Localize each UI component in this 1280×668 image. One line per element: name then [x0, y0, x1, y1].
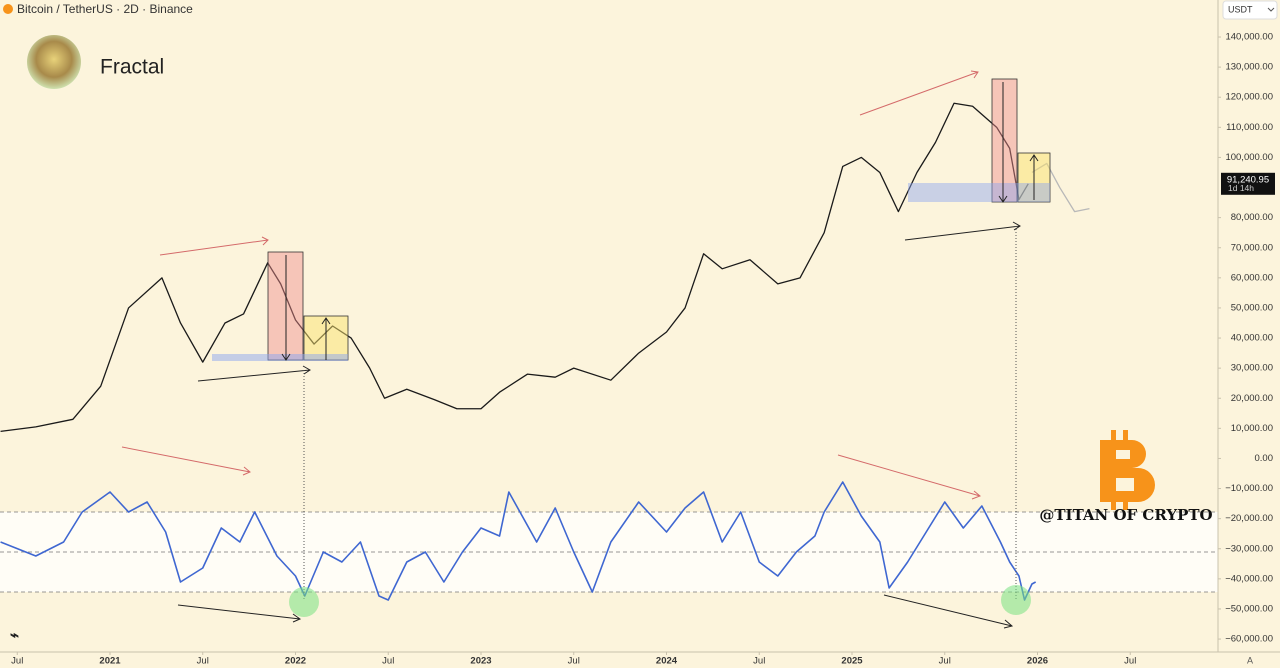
range-box: [908, 183, 1050, 202]
watermark: @TITAN OF CRYPTO: [1039, 506, 1212, 524]
x-tick-label: 2026: [1027, 656, 1048, 667]
y-tick-label: −40,000.00: [1225, 573, 1273, 584]
y-tick-label: 10,000.00: [1231, 423, 1273, 434]
currency-select[interactable]: [1222, 0, 1278, 20]
x-tick-label: 2025: [841, 656, 863, 667]
y-tick-label: 100,000.00: [1225, 152, 1273, 163]
y-tick-label: 140,000.00: [1225, 32, 1273, 43]
price-tag: [1221, 172, 1275, 195]
author-name: Fractal: [100, 56, 164, 79]
annotations: [121, 70, 1051, 629]
x-tick-label: Jul: [568, 656, 580, 667]
x-tick-label: Jul: [939, 656, 951, 667]
bitcoin-logo: [1100, 430, 1155, 510]
price-axis: [1218, 0, 1280, 668]
y-tick-label: 130,000.00: [1225, 62, 1273, 73]
x-tick-label: 2021: [99, 656, 121, 667]
x-tick-label: 2023: [470, 656, 491, 667]
y-tick-label: 120,000.00: [1225, 92, 1273, 103]
x-tick-label: 2022: [285, 656, 306, 667]
highlight-circle: [289, 587, 319, 617]
avatar: [27, 35, 81, 89]
x-tick-label: 2024: [656, 656, 678, 667]
currency-label[interactable]: USDT: [1228, 4, 1253, 14]
y-tick-label: 20,000.00: [1231, 393, 1273, 404]
y-tick-label: 70,000.00: [1231, 242, 1273, 253]
y-tick-label: 0.00: [1255, 453, 1274, 464]
y-tick-label: 30,000.00: [1231, 363, 1273, 374]
y-tick-label: −50,000.00: [1225, 603, 1273, 614]
scale-mode[interactable]: A: [1247, 655, 1253, 665]
x-tick-label: Jul: [1124, 656, 1136, 667]
y-tick-label: 110,000.00: [1226, 122, 1273, 133]
trend-arrows: [177, 82, 1039, 629]
guide-lines: [303, 226, 1017, 600]
y-tick-label: 40,000.00: [1231, 333, 1273, 344]
series-line: [0, 102, 1029, 432]
symbol-icon: [3, 4, 13, 14]
x-tick-label: Jul: [382, 656, 394, 667]
y-tick-label: −60,000.00: [1225, 634, 1273, 645]
y-tick-label: −30,000.00: [1225, 543, 1273, 554]
highlight-circle: [1001, 585, 1031, 615]
y-tick-label: 60,000.00: [1231, 272, 1273, 283]
y-tick-label: 50,000.00: [1231, 302, 1273, 313]
tv-logo: ⌁: [10, 627, 19, 644]
y-tick-label: 80,000.00: [1231, 212, 1273, 223]
y-tick-label: −20,000.00: [1225, 513, 1273, 524]
dropdown-icon: [1267, 7, 1275, 12]
range-box: [212, 354, 348, 361]
range-box: [991, 78, 1018, 203]
countdown: 1d 14h: [1228, 183, 1254, 193]
x-tick-label: Jul: [11, 656, 23, 667]
symbol-title: Bitcoin / TetherUS · 2D · Binance: [17, 2, 193, 16]
x-tick-label: Jul: [753, 656, 765, 667]
x-tick-label: Jul: [197, 656, 209, 667]
y-tick-label: −10,000.00: [1225, 483, 1273, 494]
trend-arrows: [121, 70, 981, 500]
price-tag-label: 91,240.95: [1227, 174, 1269, 185]
series-line: [0, 481, 1037, 601]
